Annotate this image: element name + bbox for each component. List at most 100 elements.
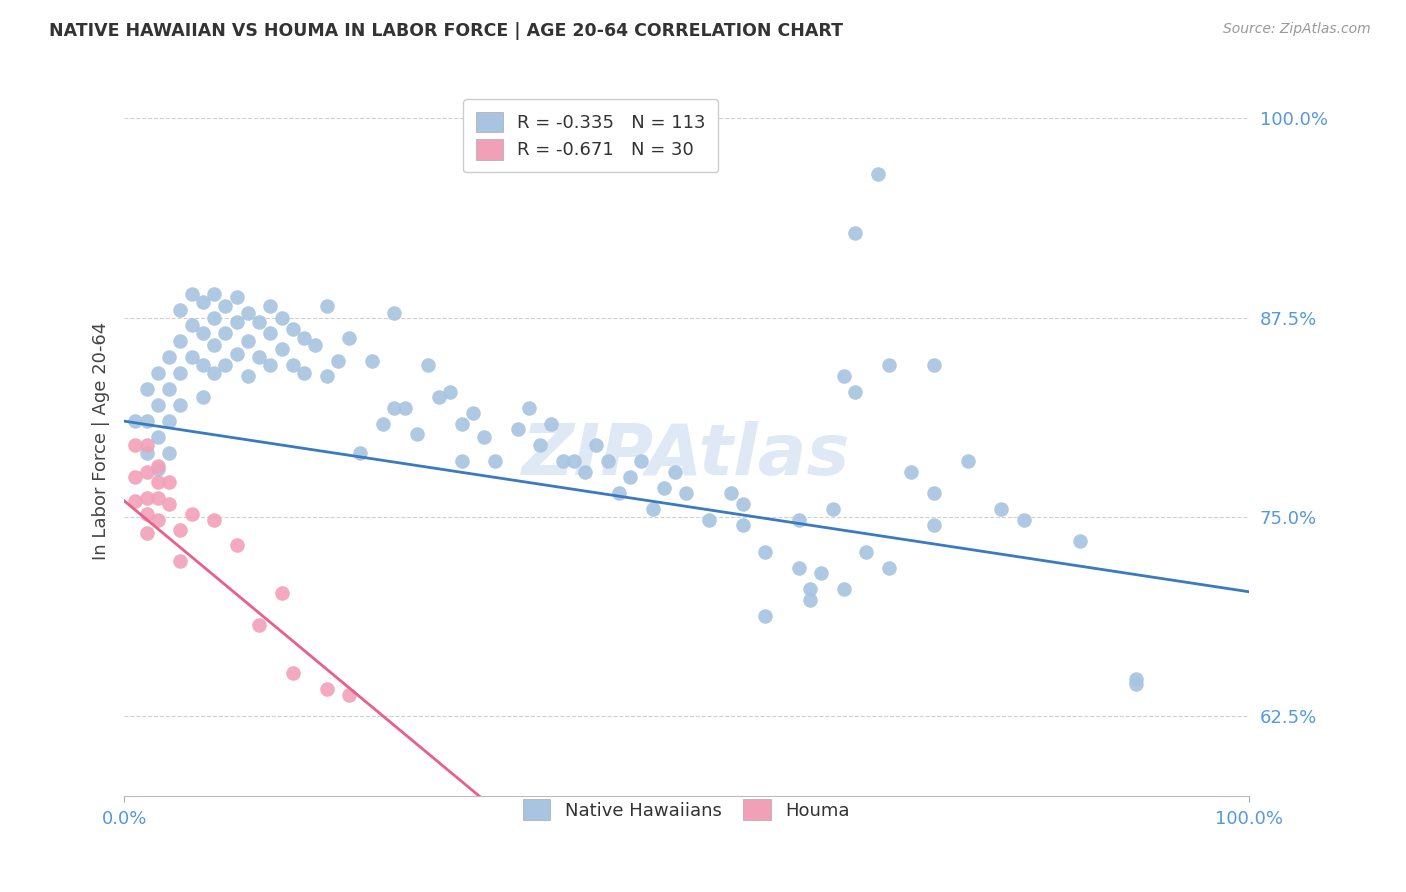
Point <box>337 331 360 345</box>
Point <box>202 310 225 325</box>
Point <box>191 359 214 373</box>
Point <box>191 390 214 404</box>
Point <box>619 847 641 862</box>
Point <box>281 359 304 373</box>
Point <box>315 369 337 384</box>
Point <box>270 586 292 600</box>
Point <box>922 359 945 373</box>
Point <box>247 315 270 329</box>
Point <box>641 501 664 516</box>
Point <box>270 310 292 325</box>
Point <box>990 501 1012 516</box>
Point <box>697 513 720 527</box>
Point <box>157 382 180 396</box>
Point <box>731 517 754 532</box>
Point <box>877 561 900 575</box>
Point <box>562 815 585 830</box>
Point <box>540 417 562 432</box>
Point <box>900 465 922 479</box>
Point <box>292 331 315 345</box>
Point <box>720 486 742 500</box>
Point <box>844 226 866 240</box>
Point <box>191 294 214 309</box>
Point <box>202 286 225 301</box>
Point <box>270 343 292 357</box>
Point <box>1012 513 1035 527</box>
Point <box>450 417 472 432</box>
Point <box>135 446 157 460</box>
Point <box>754 545 776 559</box>
Point <box>124 414 146 428</box>
Point <box>225 347 247 361</box>
Point <box>146 458 169 473</box>
Point <box>799 592 821 607</box>
Point <box>281 665 304 680</box>
Text: ZIPAtlas: ZIPAtlas <box>522 421 851 490</box>
Point <box>214 299 236 313</box>
Point <box>146 367 169 381</box>
Point <box>146 430 169 444</box>
Point <box>630 809 652 823</box>
Point <box>922 517 945 532</box>
Point <box>202 367 225 381</box>
Point <box>202 337 225 351</box>
Point <box>135 414 157 428</box>
Point <box>382 401 405 416</box>
Point <box>124 438 146 452</box>
Point <box>146 475 169 489</box>
Point <box>146 491 169 505</box>
Point <box>922 486 945 500</box>
Point <box>180 286 202 301</box>
Point <box>450 454 472 468</box>
Point <box>1069 533 1091 548</box>
Point <box>191 326 214 341</box>
Point <box>225 315 247 329</box>
Point <box>180 507 202 521</box>
Point <box>337 689 360 703</box>
Point <box>630 454 652 468</box>
Point <box>360 353 382 368</box>
Point <box>585 831 607 846</box>
Point <box>236 334 259 349</box>
Point <box>349 446 371 460</box>
Point <box>247 351 270 365</box>
Point <box>484 454 506 468</box>
Point <box>135 525 157 540</box>
Point <box>1125 677 1147 691</box>
Point <box>754 608 776 623</box>
Point <box>135 507 157 521</box>
Point <box>619 470 641 484</box>
Point <box>247 618 270 632</box>
Point <box>799 582 821 596</box>
Point <box>574 465 596 479</box>
Point <box>304 337 326 351</box>
Point <box>731 497 754 511</box>
Point <box>124 470 146 484</box>
Point <box>664 465 686 479</box>
Point <box>439 385 461 400</box>
Point <box>394 401 416 416</box>
Point <box>416 359 439 373</box>
Point <box>214 326 236 341</box>
Point <box>506 422 529 436</box>
Point <box>844 385 866 400</box>
Y-axis label: In Labor Force | Age 20-64: In Labor Force | Age 20-64 <box>93 322 110 560</box>
Point <box>146 462 169 476</box>
Point <box>675 486 697 500</box>
Point <box>180 318 202 333</box>
Point <box>236 306 259 320</box>
Text: Source: ZipAtlas.com: Source: ZipAtlas.com <box>1223 22 1371 37</box>
Point <box>180 351 202 365</box>
Point <box>877 359 900 373</box>
Point <box>259 359 281 373</box>
Point <box>607 486 630 500</box>
Point <box>315 681 337 696</box>
Point <box>169 398 191 412</box>
Point <box>169 334 191 349</box>
Point <box>225 290 247 304</box>
Point <box>585 438 607 452</box>
Point <box>169 367 191 381</box>
Point <box>157 475 180 489</box>
Point <box>855 545 877 559</box>
Point <box>787 513 810 527</box>
